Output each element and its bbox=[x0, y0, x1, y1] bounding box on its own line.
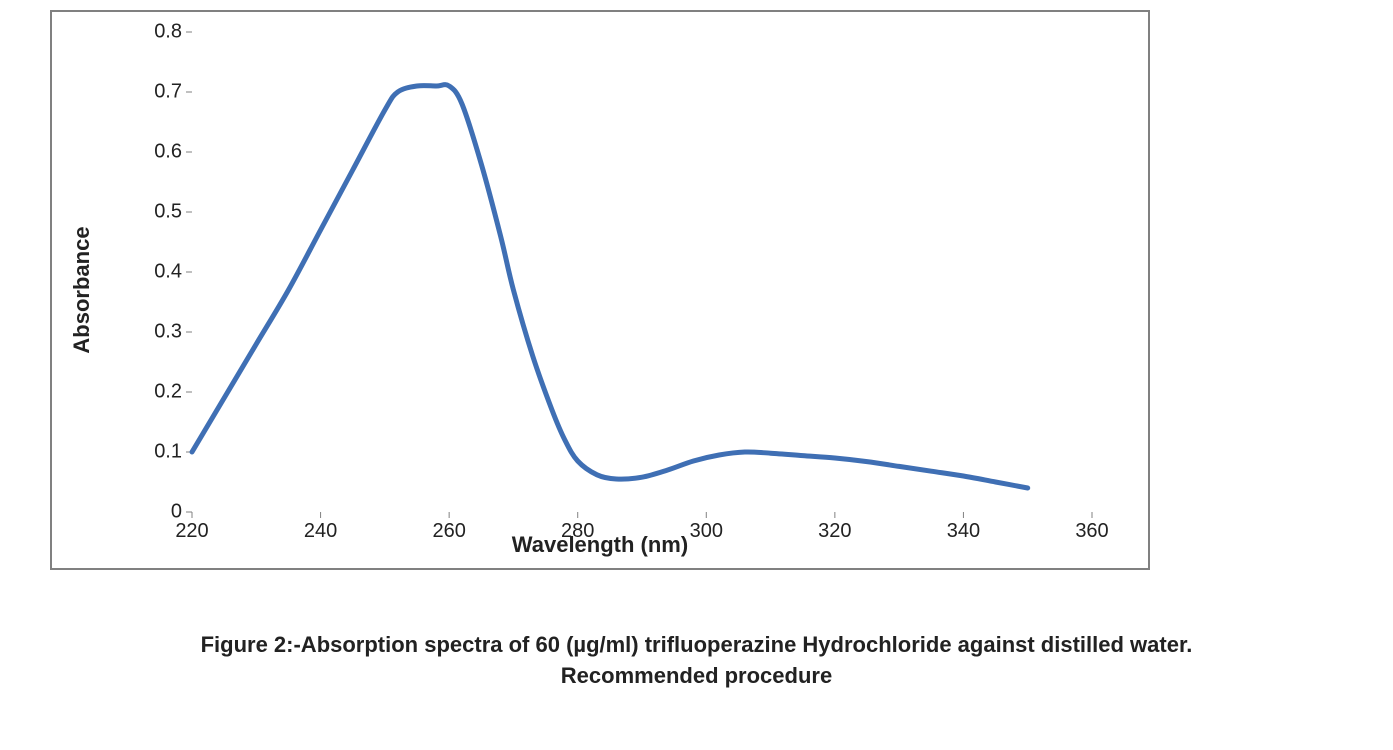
y-tick-label: 0.7 bbox=[154, 81, 192, 104]
y-tick-label: 0.1 bbox=[154, 441, 192, 464]
y-tick-label: 0.3 bbox=[154, 321, 192, 344]
x-tick-label: 260 bbox=[432, 512, 465, 543]
y-tick-label: 0.8 bbox=[154, 21, 192, 44]
x-axis-title: Wavelength (nm) bbox=[512, 532, 688, 558]
x-tick-label: 360 bbox=[1075, 512, 1108, 543]
caption-line-2: Recommended procedure bbox=[97, 661, 1297, 692]
page: Absorbance Wavelength (nm) 2202402602803… bbox=[0, 0, 1393, 750]
y-tick-label: 0.6 bbox=[154, 141, 192, 164]
spectrum-line bbox=[192, 85, 1028, 488]
caption-line-1: Figure 2:-Absorption spectra of 60 (µg/m… bbox=[97, 630, 1297, 661]
y-tick-label: 0.5 bbox=[154, 201, 192, 224]
y-tick-label: 0 bbox=[171, 501, 192, 524]
y-tick-label: 0.2 bbox=[154, 381, 192, 404]
chart-frame: Absorbance Wavelength (nm) 2202402602803… bbox=[50, 10, 1150, 570]
x-tick-label: 240 bbox=[304, 512, 337, 543]
plot-area: 22024026028030032034036000.10.20.30.40.5… bbox=[192, 32, 1092, 512]
plot-svg bbox=[192, 32, 1092, 512]
x-tick-label: 320 bbox=[818, 512, 851, 543]
x-tick-label: 300 bbox=[690, 512, 723, 543]
x-tick-label: 280 bbox=[561, 512, 594, 543]
x-tick-label: 340 bbox=[947, 512, 980, 543]
figure-caption: Figure 2:-Absorption spectra of 60 (µg/m… bbox=[97, 630, 1297, 692]
y-tick-label: 0.4 bbox=[154, 261, 192, 284]
y-axis-title: Absorbance bbox=[69, 226, 95, 353]
